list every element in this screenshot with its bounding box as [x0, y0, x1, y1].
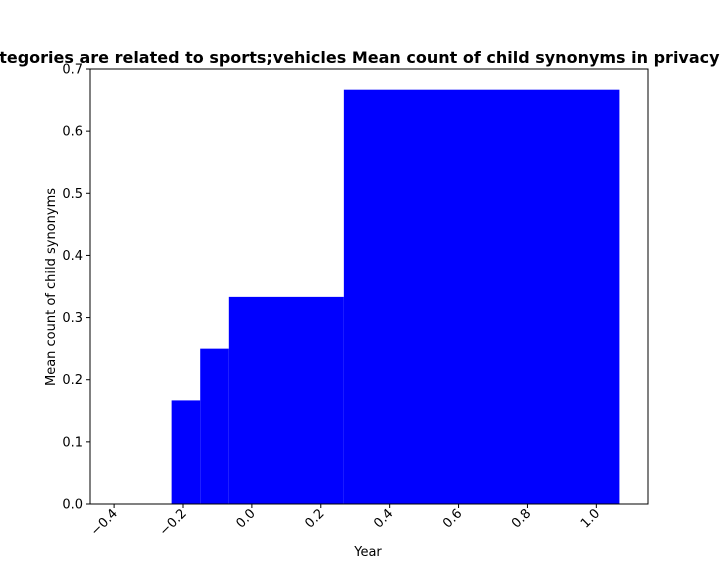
x-tick-label: 0.4 — [371, 506, 396, 531]
bar-1 — [200, 348, 229, 504]
x-axis-label: Year — [353, 545, 382, 560]
y-tick-label: 0.0 — [62, 498, 83, 513]
x-tick-label: −0.2 — [157, 506, 190, 539]
bar-3 — [343, 89, 620, 504]
y-tick-label: 0.2 — [62, 373, 83, 388]
bar-2 — [228, 296, 344, 504]
y-tick-label: 0.1 — [62, 435, 83, 450]
x-tick-label: 0.6 — [440, 506, 465, 531]
x-tick-label: 0.2 — [302, 506, 327, 531]
y-tick-label: 0.7 — [62, 63, 83, 78]
y-tick-label: 0.3 — [62, 311, 83, 326]
y-axis-label: Mean count of child synonyms — [44, 188, 59, 386]
x-tick-label: 0.0 — [233, 506, 258, 531]
y-tick-label: 0.6 — [62, 125, 83, 140]
bar-0 — [171, 400, 201, 504]
y-tick-label: 0.4 — [62, 249, 83, 264]
x-tick-label: −0.4 — [88, 506, 121, 539]
plot-frame — [89, 68, 649, 505]
x-tick-label: 0.8 — [509, 506, 534, 531]
chart-title: Top categories are related to sports;veh… — [0, 48, 720, 67]
bars-layer — [171, 89, 620, 504]
y-tick-label: 0.5 — [62, 187, 83, 202]
x-tick-label: 1.0 — [578, 506, 603, 531]
